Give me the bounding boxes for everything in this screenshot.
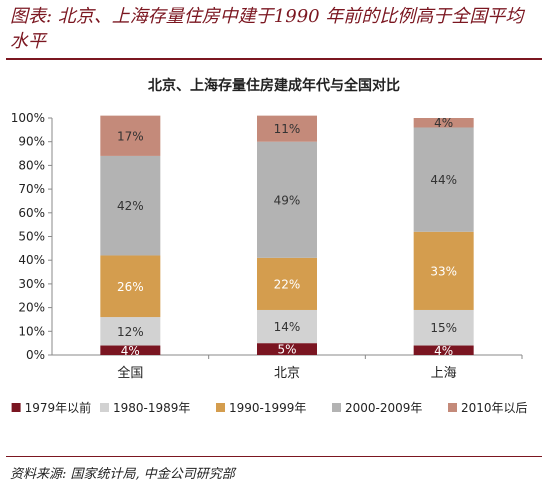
legend-label: 1980-1989年	[113, 401, 190, 415]
data-label: 49%	[274, 193, 301, 207]
x-tick-label: 上海	[431, 366, 457, 381]
y-tick-label: 0%	[26, 348, 45, 362]
y-tick-label: 30%	[18, 277, 45, 291]
bar-segment	[100, 155, 161, 256]
data-label: 22%	[274, 277, 301, 291]
bar-segment	[257, 343, 317, 355]
data-label: 11%	[274, 122, 301, 136]
chart-svg: 北京、上海存量住房建成年代与全国对比 0% 10% 20% 30% 40% 50% 60% 70…	[11, 77, 528, 415]
legend-label: 2000-2009年	[345, 401, 422, 415]
source-divider	[6, 456, 542, 457]
legend-label: 1979年以前	[25, 400, 92, 415]
bar-segment	[100, 317, 161, 346]
x-tick-label: 北京	[274, 366, 300, 381]
y-tick-label: 100%	[11, 111, 45, 125]
legend-swatch	[216, 403, 225, 412]
bar-segment	[100, 255, 161, 318]
legend-swatch	[332, 403, 341, 412]
legend-swatch	[11, 403, 21, 412]
y-tick-label: 80%	[18, 158, 45, 172]
data-label: 5%	[277, 343, 296, 357]
data-label: 14%	[274, 320, 301, 334]
y-tick-label: 10%	[18, 324, 45, 338]
title-divider	[6, 58, 542, 60]
bar-segment	[413, 309, 474, 346]
bar-segment	[257, 257, 317, 310]
y-tick-label: 40%	[18, 253, 45, 267]
data-label: 33%	[430, 264, 457, 278]
x-tick-label: 全国	[117, 365, 143, 381]
bar-segment	[413, 345, 474, 355]
legend-label: 2010年以后	[461, 401, 528, 415]
y-tick-label: 70%	[18, 182, 45, 196]
data-label: 12%	[117, 325, 144, 339]
data-label: 42%	[117, 199, 144, 213]
figure-title: 图表: 北京、上海存量住房中建于1990 年前的比例高于全国平均水平	[10, 6, 524, 52]
legend-swatch	[100, 403, 109, 412]
data-label: 15%	[430, 321, 457, 335]
bar-segment	[257, 115, 317, 142]
data-label: 4%	[434, 116, 453, 130]
bar-segment	[257, 141, 317, 258]
y-tick-label: 60%	[18, 206, 45, 220]
bar-segment	[413, 127, 474, 232]
y-tick-label: 20%	[18, 301, 45, 315]
source-note: 资料来源: 国家统计局, 中金公司研究部	[10, 467, 235, 482]
data-label: 4%	[434, 344, 453, 358]
bar-segment	[100, 345, 161, 355]
data-label: 4%	[121, 344, 140, 358]
bar-segment	[257, 309, 317, 344]
y-tick-label: 90%	[18, 135, 45, 149]
legend-swatch	[448, 403, 457, 412]
bar-segment	[413, 118, 474, 128]
chart-title: 北京、上海存量住房建成年代与全国对比	[148, 77, 400, 94]
data-label: 44%	[430, 173, 457, 187]
data-label: 17%	[117, 129, 144, 143]
y-tick-label: 50%	[18, 230, 45, 244]
legend-label: 1990-1999年	[229, 401, 306, 415]
stacked-bar-chart: 北京、上海存量住房建成年代与全国对比 0% 10% 20% 30% 40% 50% 60% 70…	[6, 62, 542, 452]
data-label: 26%	[117, 280, 144, 294]
bar-segment	[413, 231, 474, 310]
bar-segment	[100, 115, 161, 156]
